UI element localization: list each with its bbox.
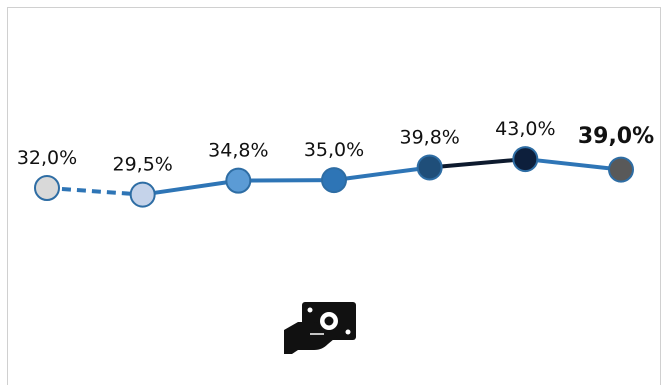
data-point-2 — [129, 181, 156, 208]
hand-holding-banknote-icon — [284, 302, 356, 354]
line-segment-5 — [429, 157, 526, 170]
data-label-2: 29,5% — [112, 154, 172, 176]
data-label-6: 43,0% — [495, 118, 555, 140]
data-point-1 — [34, 175, 60, 201]
data-point-3 — [225, 167, 252, 194]
line-segment-6 — [525, 157, 622, 172]
data-point-4 — [321, 167, 347, 194]
data-point-7 — [608, 156, 634, 183]
data-point-6 — [512, 146, 539, 173]
data-label-7: 39,0% — [578, 124, 654, 149]
data-point-5 — [416, 154, 443, 181]
chart-frame — [7, 7, 661, 385]
data-label-4: 35,0% — [304, 139, 364, 161]
series-markers — [34, 146, 634, 208]
line-segment-4 — [333, 165, 430, 183]
data-label-5: 39,8% — [399, 126, 459, 148]
series-line — [46, 157, 622, 197]
line-segment-1 — [46, 186, 143, 197]
data-label-1: 32,0% — [17, 147, 77, 169]
data-labels: 32,0% 29,5% 34,8% 35,0% 39,8% 43,0% 39,0% — [17, 118, 654, 176]
line-segment-2 — [142, 178, 239, 197]
data-label-3: 34,8% — [208, 140, 268, 162]
line-segment-3 — [238, 178, 335, 183]
